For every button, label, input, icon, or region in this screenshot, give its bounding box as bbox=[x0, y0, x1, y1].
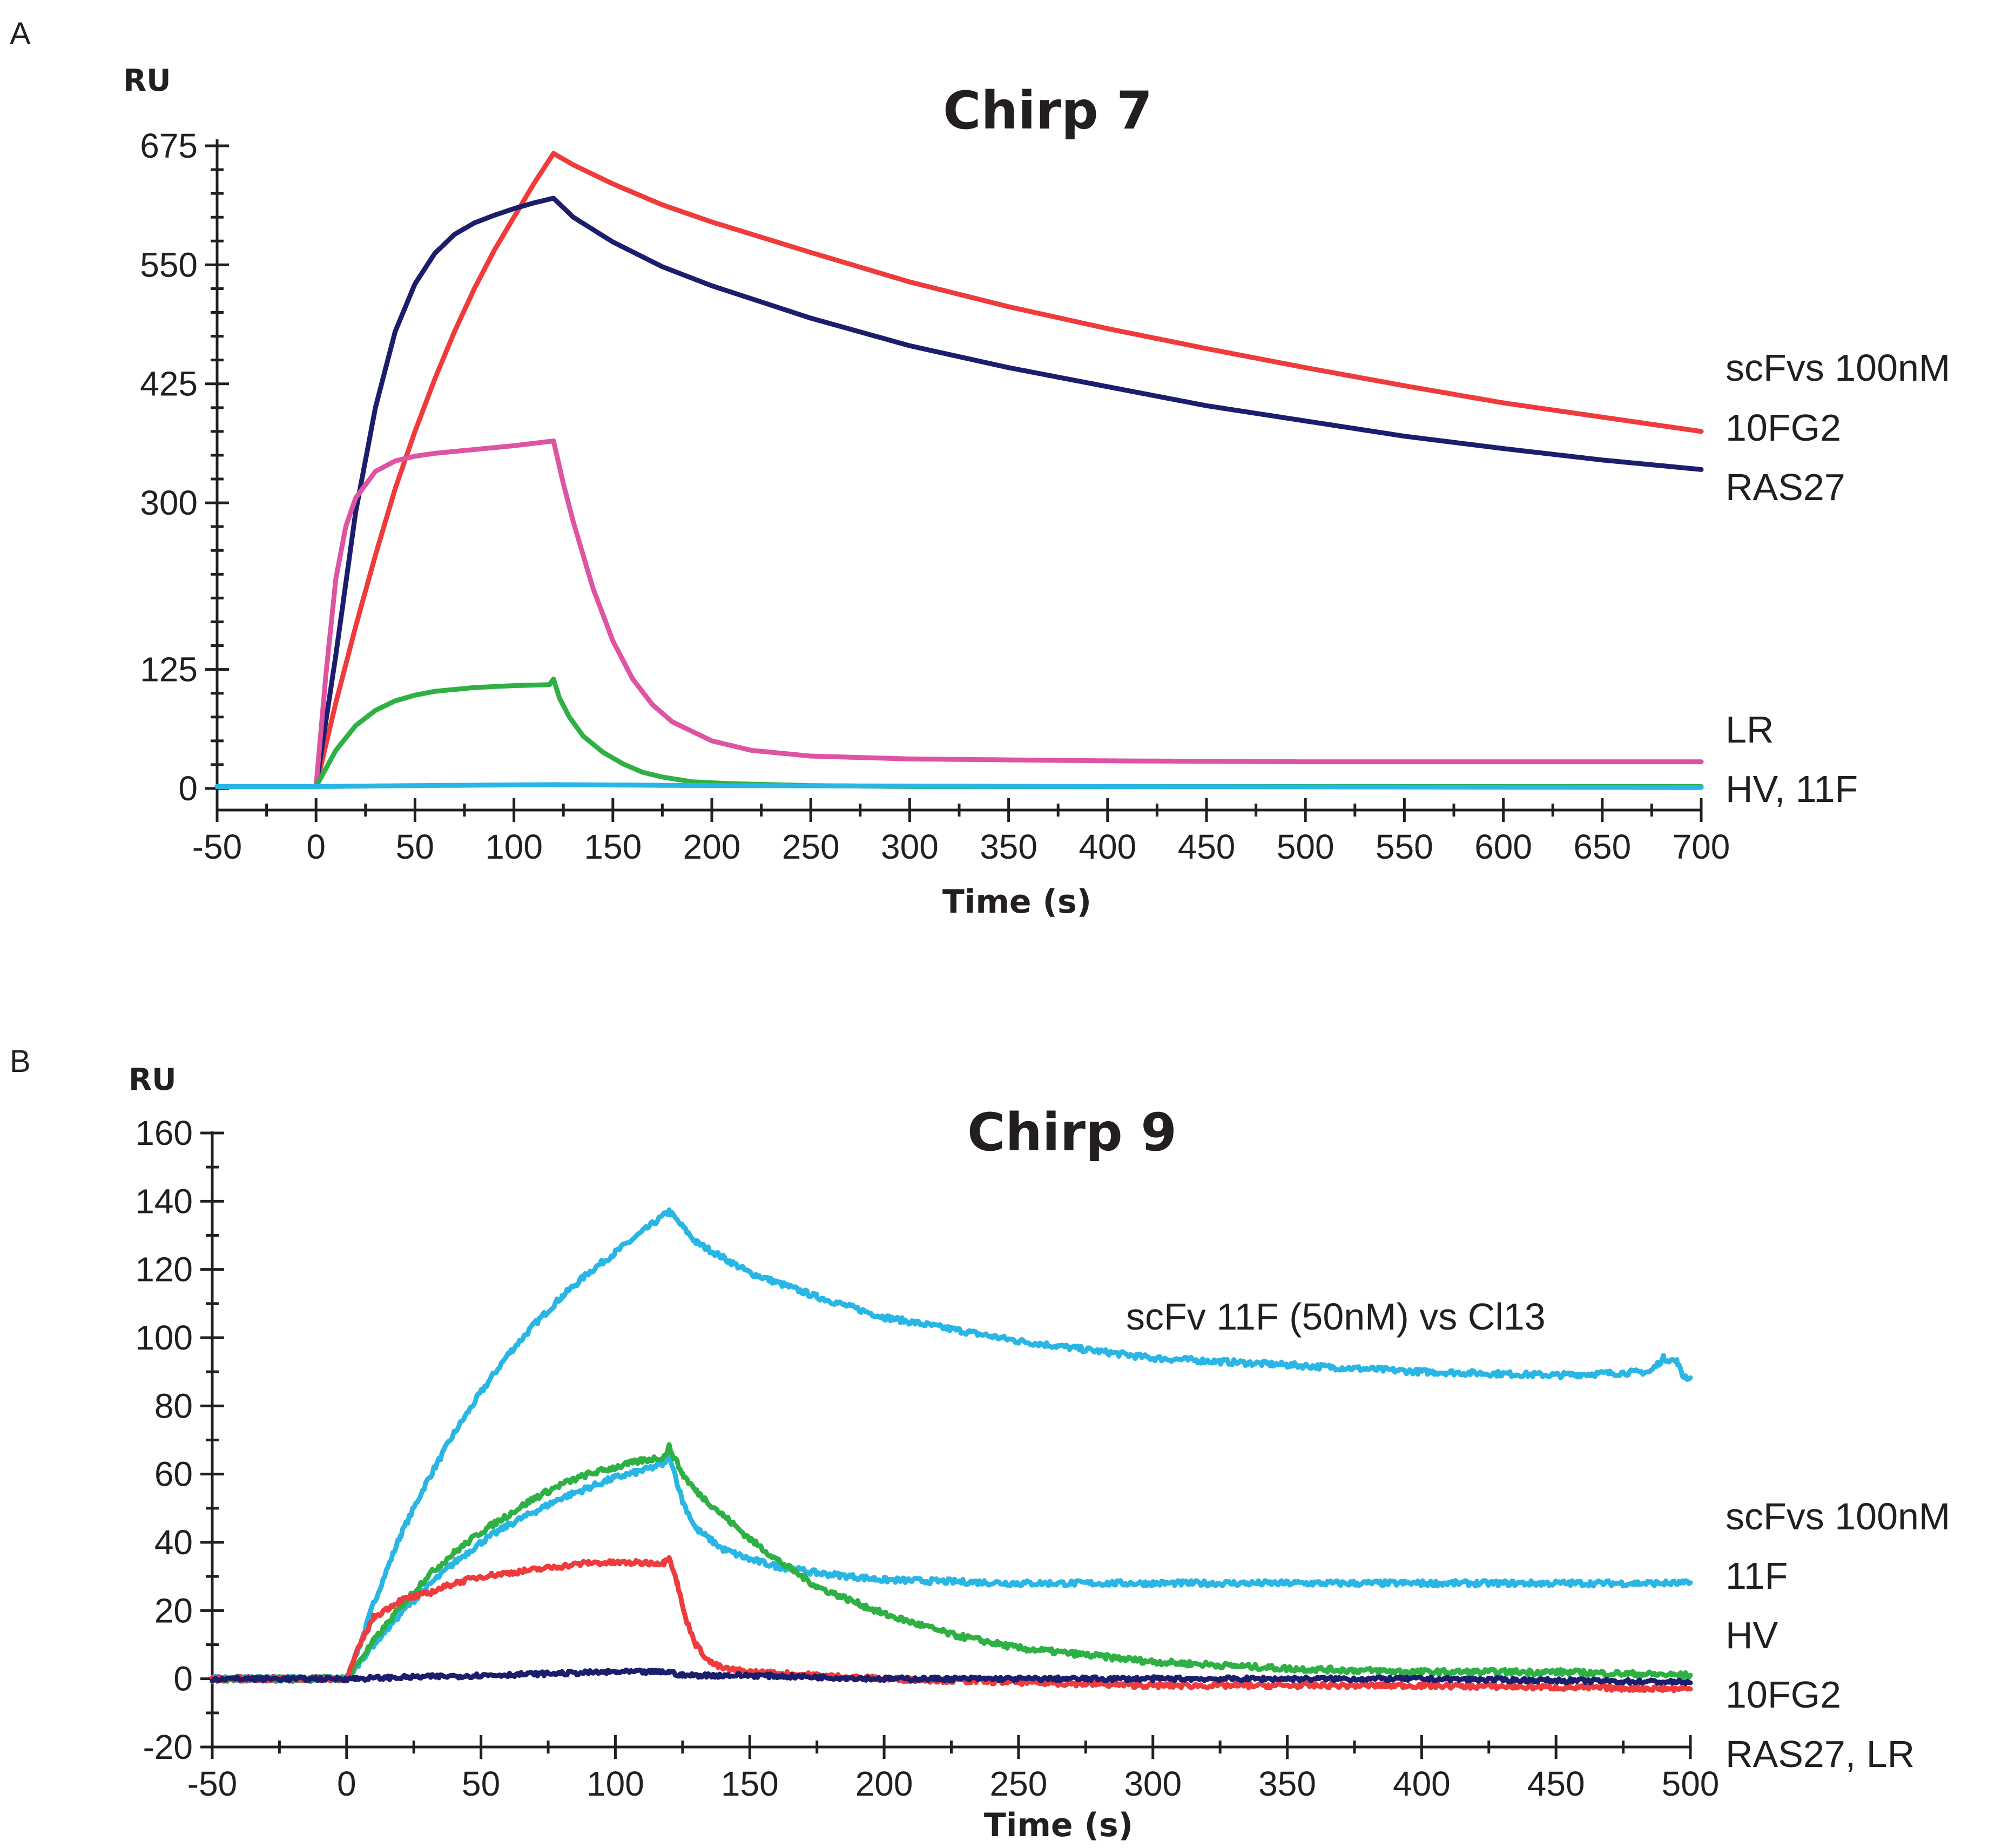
x-tick-label: 250 bbox=[782, 827, 840, 866]
panel-b-chart: B RU Chirp 9 -20 0 20 40 60 80 100 120 140 160 -5… bbox=[10, 1044, 1950, 1844]
panel-b-legend-hv: HV bbox=[1726, 1614, 1778, 1656]
panel-a-chart: A RU Chirp 7 0 125 300 425 550 675 -50 0 50 100 1… bbox=[10, 16, 1950, 921]
series-line-10fg2 bbox=[214, 151, 1704, 789]
x-tick-label: 150 bbox=[584, 827, 642, 866]
x-tick-label: 700 bbox=[1673, 827, 1730, 866]
y-tick-label: 550 bbox=[140, 245, 198, 284]
x-tick-label: 50 bbox=[396, 827, 434, 866]
y-tick-label: 125 bbox=[140, 650, 198, 689]
x-tick-label: 450 bbox=[1527, 1764, 1585, 1803]
x-tick-label: 100 bbox=[485, 827, 543, 866]
x-tick-label: 400 bbox=[1393, 1764, 1451, 1803]
x-tick-label: 0 bbox=[306, 827, 326, 866]
y-tick-label: 140 bbox=[135, 1182, 193, 1220]
panel-a-x-ticks: -50 0 50 100 150 200 250 300 350 400 450 500 550 600 6… bbox=[192, 798, 1730, 866]
x-tick-label: 400 bbox=[1079, 827, 1136, 866]
y-tick-label: 0 bbox=[178, 769, 198, 808]
x-tick-label: 300 bbox=[1124, 1764, 1182, 1803]
panel-a-legend-ras27: RAS27 bbox=[1726, 466, 1845, 508]
series-line-lr bbox=[214, 439, 1704, 789]
x-tick-label: 200 bbox=[683, 827, 741, 866]
x-tick-label: 650 bbox=[1573, 827, 1631, 866]
x-tick-label: 100 bbox=[587, 1764, 644, 1803]
panel-a-y-unit: RU bbox=[123, 63, 171, 98]
panel-a-x-axis-title: Time (s) bbox=[942, 883, 1091, 921]
y-tick-label: 100 bbox=[135, 1318, 193, 1357]
y-tick-label: 40 bbox=[154, 1523, 193, 1562]
y-tick-label: -20 bbox=[143, 1728, 193, 1766]
y-tick-label: 20 bbox=[154, 1591, 193, 1630]
y-tick-label: 120 bbox=[135, 1250, 193, 1289]
panel-b-legend-ras27-lr: RAS27, LR bbox=[1726, 1733, 1915, 1775]
panel-b-legend-title: scFvs 100nM bbox=[1726, 1495, 1950, 1537]
series-line-11f bbox=[210, 1449, 1693, 1684]
panel-a-series bbox=[214, 151, 1704, 790]
x-tick-label: 450 bbox=[1178, 827, 1236, 866]
panel-b-y-ticks: -20 0 20 40 60 80 100 120 140 160 bbox=[135, 1114, 224, 1766]
y-tick-label: 60 bbox=[154, 1455, 193, 1494]
x-tick-label: 500 bbox=[1662, 1764, 1720, 1803]
panel-b-series bbox=[210, 1207, 1693, 1694]
x-tick-label: -50 bbox=[187, 1764, 238, 1803]
panel-a-y-ticks: 0 125 300 425 550 675 bbox=[140, 126, 229, 808]
panel-a-legend-hv-11f: HV, 11F bbox=[1726, 768, 1858, 810]
panel-a-title: Chirp 7 bbox=[943, 80, 1152, 141]
x-tick-label: 350 bbox=[980, 827, 1037, 866]
y-tick-label: 675 bbox=[140, 126, 198, 165]
x-tick-label: -50 bbox=[192, 827, 242, 866]
y-tick-label: 425 bbox=[140, 365, 198, 403]
series-line-ras27-lr bbox=[210, 1667, 1693, 1687]
panel-a-legend-title: scFvs 100nM bbox=[1726, 347, 1950, 389]
panel-b-legend-11f: 11F bbox=[1726, 1555, 1788, 1597]
panel-b-x-ticks: -50 0 50 100 150 200 250 300 350 400 450 500 bbox=[187, 1735, 1720, 1803]
series-line-hv bbox=[210, 1442, 1693, 1684]
y-tick-label: 0 bbox=[173, 1660, 193, 1698]
series-line-ras27 bbox=[214, 195, 1704, 789]
panel-b-y-unit: RU bbox=[129, 1062, 177, 1097]
x-tick-label: 600 bbox=[1474, 827, 1532, 866]
panel-b-title: Chirp 9 bbox=[967, 1102, 1177, 1163]
y-tick-label: 160 bbox=[135, 1114, 193, 1152]
panel-a-legend-lr: LR bbox=[1726, 709, 1774, 751]
x-tick-label: 350 bbox=[1258, 1764, 1316, 1803]
x-tick-label: 550 bbox=[1376, 827, 1433, 866]
panel-b-legend-10fg2: 10FG2 bbox=[1726, 1674, 1841, 1716]
panel-a-legend-10fg2: 10FG2 bbox=[1726, 407, 1841, 449]
series-line-hv bbox=[214, 782, 1704, 790]
series-line-11f bbox=[214, 676, 1704, 789]
panel-b-letter: B bbox=[10, 1044, 31, 1079]
x-tick-label: 0 bbox=[337, 1764, 356, 1803]
x-tick-label: 200 bbox=[855, 1764, 913, 1803]
x-tick-label: 300 bbox=[881, 827, 939, 866]
y-tick-label: 80 bbox=[154, 1386, 193, 1425]
panel-b-annotation: scFv 11F (50nM) vs Cl13 bbox=[1126, 1296, 1546, 1338]
x-tick-label: 50 bbox=[462, 1764, 500, 1803]
panel-b-x-axis-title: Time (s) bbox=[984, 1806, 1133, 1844]
panel-a-letter: A bbox=[10, 16, 31, 51]
y-tick-label: 300 bbox=[140, 483, 198, 522]
x-tick-label: 500 bbox=[1277, 827, 1335, 866]
x-tick-label: 250 bbox=[990, 1764, 1048, 1803]
x-tick-label: 150 bbox=[721, 1764, 779, 1803]
series-line-11f-50nm-vs-cl13 bbox=[210, 1207, 1693, 1684]
